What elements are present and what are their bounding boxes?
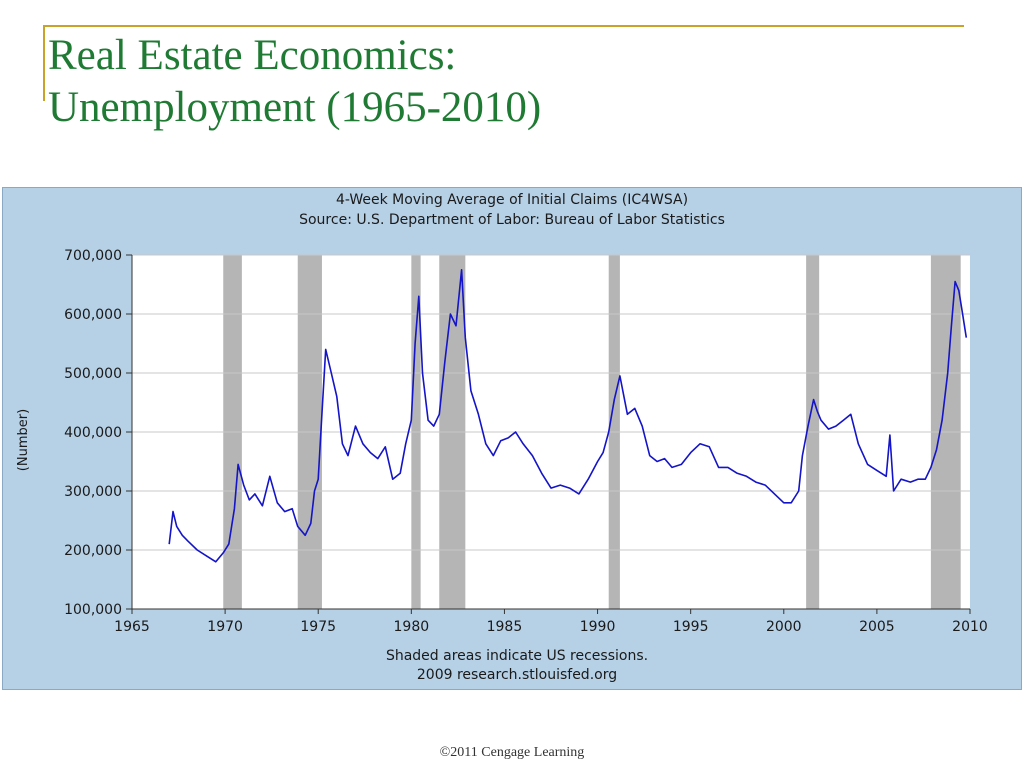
slide-title: Real Estate Economics: Unemployment (196…	[48, 30, 541, 134]
source-note: 2009 research.stlouisfed.org	[417, 667, 617, 683]
chart-subtitle: Source: U.S. Department of Labor: Bureau…	[299, 212, 725, 228]
recession-note: Shaded areas indicate US recessions.	[386, 648, 648, 664]
chart-title: 4-Week Moving Average of Initial Claims …	[336, 192, 688, 208]
y-tick-label: 200,000	[64, 543, 122, 559]
y-tick-label: 100,000	[64, 602, 122, 618]
y-tick-label: 300,000	[64, 484, 122, 500]
footer-credit: ©2011 Cengage Learning	[439, 745, 585, 760]
x-tick-label: 1975	[300, 619, 336, 635]
claims-line-chart: 100,000 200,000 300,000 400,000 500,000 600,0…	[16, 192, 988, 683]
x-tick-label: 1970	[207, 619, 243, 635]
y-tick-label: 400,000	[64, 425, 122, 441]
x-tick-label: 1990	[580, 619, 616, 635]
chart-panel: 100,000 200,000 300,000 400,000 500,000 600,0…	[2, 187, 1022, 690]
x-tick-label: 1980	[394, 619, 430, 635]
y-tick-label: 600,000	[64, 307, 122, 323]
x-tick-label: 1995	[673, 619, 709, 635]
slide-title-line-2: Unemployment (1965-2010)	[48, 84, 542, 131]
y-axis-label: (Number)	[16, 409, 31, 471]
slide-title-line-1: Real Estate Economics:	[48, 32, 457, 79]
x-tick-label: 1965	[114, 619, 150, 635]
x-tick-label: 1985	[487, 619, 523, 635]
y-tick-label: 700,000	[64, 248, 122, 264]
x-tick-label: 2000	[766, 619, 802, 635]
x-tick-label: 2005	[859, 619, 895, 635]
title-accent-rule-horizontal	[43, 25, 964, 27]
title-accent-rule-vertical	[43, 25, 45, 101]
y-tick-label: 500,000	[64, 366, 122, 382]
x-tick-label: 2010	[952, 619, 988, 635]
claims-series-line	[168, 269, 968, 563]
